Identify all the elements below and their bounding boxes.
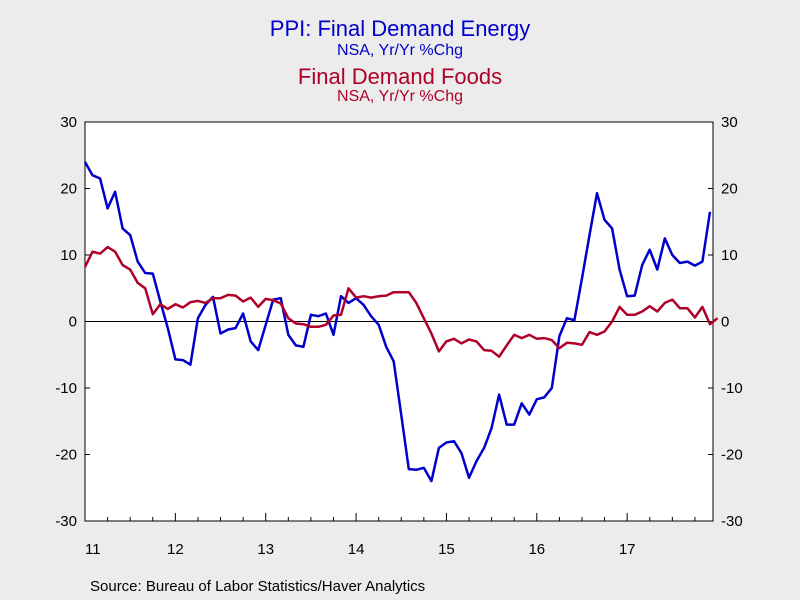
- y-tick-label-right: 30: [721, 114, 738, 131]
- y-tick-label-right: -20: [721, 447, 743, 464]
- y-tick-label-left: -20: [55, 447, 77, 464]
- chart-title-foods: Final Demand Foods: [297, 64, 503, 89]
- y-tick-label-left: 0: [69, 314, 77, 331]
- y-tick-label-left: 30: [60, 114, 77, 131]
- y-tick-label-left: 20: [60, 181, 77, 198]
- y-tick-label-right: 10: [721, 247, 738, 264]
- y-tick-label-right: 20: [721, 181, 738, 198]
- chart-subtitle-foods: NSA, Yr/Yr %Chg: [337, 88, 463, 105]
- x-tick-label: 17: [619, 541, 636, 558]
- y-tick-label-left: -10: [55, 380, 77, 397]
- series-line-energy: [83, 161, 712, 483]
- y-tick-label-left: -30: [55, 513, 77, 530]
- y-tick-label-right: 0: [721, 314, 729, 331]
- y-tick-label-left: 10: [60, 247, 77, 264]
- chart-subtitle-energy: NSA, Yr/Yr %Chg: [337, 42, 463, 59]
- x-tick-label: 15: [438, 541, 455, 558]
- x-tick-label: 11: [85, 541, 101, 558]
- x-tick-label: 12: [167, 541, 184, 558]
- x-tick-label: 13: [257, 541, 274, 558]
- y-tick-label-right: -30: [721, 513, 743, 530]
- chart-title-energy: PPI: Final Demand Energy: [269, 16, 531, 41]
- x-tick-label: 14: [348, 541, 365, 558]
- x-tick-label: 16: [528, 541, 545, 558]
- series-line-foods: [83, 245, 719, 358]
- y-tick-label-right: -10: [721, 380, 743, 397]
- source-note: Source: Bureau of Labor Statistics/Haver…: [90, 578, 426, 595]
